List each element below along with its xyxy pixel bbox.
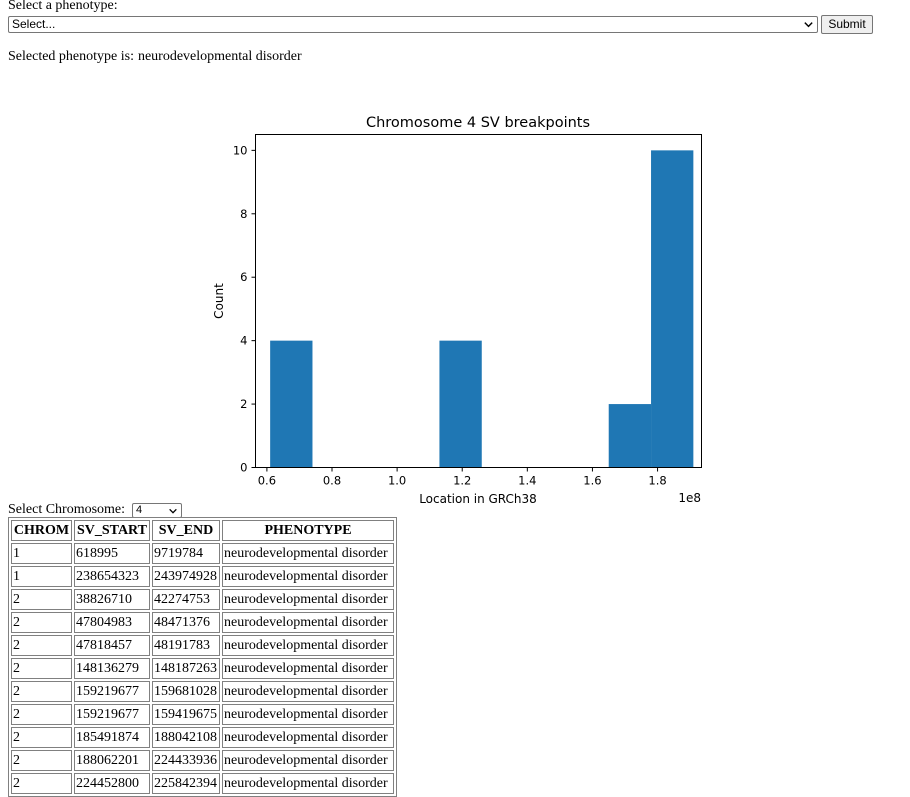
phenotype-select-value: Select... [12, 17, 56, 31]
y-axis-label: Count [212, 283, 226, 319]
histogram-bar [651, 150, 694, 468]
y-tick-label: 2 [240, 397, 247, 411]
table-row: 1 618995 9719784 neurodevelopmental diso… [11, 543, 394, 564]
histogram-bar [270, 340, 313, 468]
table-row: 2 47818457 48191783 neurodevelopmental d… [11, 635, 394, 656]
x-axis-label: Location in GRCh38 [419, 492, 537, 506]
histogram-bar [608, 404, 652, 468]
cell-phenotype: neurodevelopmental disorder [222, 589, 394, 610]
table-row: 2 159219677 159681028 neurodevelopmental… [11, 681, 394, 702]
cell-phenotype: neurodevelopmental disorder [222, 704, 394, 725]
cell-sv-end: 148187263 [152, 658, 220, 679]
submit-button[interactable]: Submit [821, 15, 873, 34]
cell-phenotype: neurodevelopmental disorder [222, 750, 394, 771]
cell-chrom: 2 [11, 727, 72, 748]
cell-sv-start: 38826710 [74, 589, 150, 610]
cell-phenotype: neurodevelopmental disorder [222, 612, 394, 633]
cell-chrom: 2 [11, 635, 72, 656]
table-header-row: CHROM SV_START SV_END PHENOTYPE [11, 520, 394, 541]
cell-sv-start: 47818457 [74, 635, 150, 656]
x-tick-label: 1.8 [648, 474, 666, 488]
table-row: 2 188062201 224433936 neurodevelopmental… [11, 750, 394, 771]
selected-phenotype-value: neurodevelopmental disorder [137, 49, 302, 64]
cell-sv-end: 188042108 [152, 727, 220, 748]
cell-sv-end: 224433936 [152, 750, 220, 771]
cell-sv-end: 42274753 [152, 589, 220, 610]
cell-sv-start: 224452800 [74, 773, 150, 794]
cell-sv-start: 188062201 [74, 750, 150, 771]
table-row: 2 159219677 159419675 neurodevelopmental… [11, 704, 394, 725]
chromosome-select-value: 4 [136, 504, 143, 516]
cell-chrom: 2 [11, 612, 72, 633]
cell-chrom: 2 [11, 681, 72, 702]
x-tick-label: 1.0 [388, 474, 406, 488]
cell-sv-end: 9719784 [152, 543, 220, 564]
cell-phenotype: neurodevelopmental disorder [222, 773, 394, 794]
cell-sv-end: 159681028 [152, 681, 220, 702]
y-tick-label: 4 [240, 334, 247, 348]
x-tick-label: 0.6 [258, 474, 276, 488]
cell-phenotype: neurodevelopmental disorder [222, 681, 394, 702]
cell-sv-start: 159219677 [74, 704, 150, 725]
x-tick-label: 1.2 [453, 474, 471, 488]
chevron-down-icon [169, 508, 177, 514]
cell-chrom: 2 [11, 750, 72, 771]
cell-sv-start: 148136279 [74, 658, 150, 679]
header-sv-end: SV_END [152, 520, 220, 541]
cell-chrom: 1 [11, 543, 72, 564]
phenotype-select[interactable]: Select... [8, 16, 818, 33]
table-row: 2 185491874 188042108 neurodevelopmental… [11, 727, 394, 748]
x-tick-label: 1.4 [518, 474, 536, 488]
header-sv-start: SV_START [74, 520, 150, 541]
ticks-layer: 0.6 0.8 1.0 1.2 1.4 1.6 1.8 0 2 4 6 8 10 [233, 143, 667, 487]
cell-sv-start: 185491874 [74, 727, 150, 748]
cell-phenotype: neurodevelopmental disorder [222, 543, 394, 564]
chromosome-select[interactable]: 4 [132, 503, 182, 518]
cell-sv-end: 243974928 [152, 566, 220, 587]
cell-sv-start: 47804983 [74, 612, 150, 633]
table-row: 2 47804983 48471376 neurodevelopmental d… [11, 612, 394, 633]
cell-phenotype: neurodevelopmental disorder [222, 635, 394, 656]
cell-phenotype: neurodevelopmental disorder [222, 658, 394, 679]
cell-chrom: 2 [11, 704, 72, 725]
chevron-down-icon [804, 22, 813, 28]
table-row: 2 148136279 148187263 neurodevelopmental… [11, 658, 394, 679]
chart-title: Chromosome 4 SV breakpoints [366, 115, 590, 131]
cell-sv-end: 48471376 [152, 612, 220, 633]
plot-frame [255, 134, 702, 468]
y-tick-label: 6 [240, 270, 247, 284]
cell-chrom: 2 [11, 658, 72, 679]
selected-phenotype-prefix: Selected phenotype is: [8, 49, 134, 64]
cell-sv-end: 48191783 [152, 635, 220, 656]
histogram-bar [439, 340, 482, 468]
cell-sv-end: 225842394 [152, 773, 220, 794]
histogram-chart: Chromosome 4 SV breakpoints 0.6 0.8 1.0 1.2… [205, 108, 715, 508]
x-offset-label: 1e8 [678, 491, 701, 505]
y-tick-label: 8 [240, 207, 247, 221]
cell-sv-end: 159419675 [152, 704, 220, 725]
phenotype-label: Select a phenotype: [8, 0, 118, 13]
cell-sv-start: 618995 [74, 543, 150, 564]
cell-chrom: 2 [11, 589, 72, 610]
header-phenotype: PHENOTYPE [222, 520, 394, 541]
cell-chrom: 1 [11, 566, 72, 587]
cell-sv-start: 238654323 [74, 566, 150, 587]
cell-phenotype: neurodevelopmental disorder [222, 727, 394, 748]
y-tick-label: 0 [240, 461, 247, 475]
cell-sv-start: 159219677 [74, 681, 150, 702]
table-row: 2 38826710 42274753 neurodevelopmental d… [11, 589, 394, 610]
bars-layer [270, 150, 694, 468]
histogram-svg: Chromosome 4 SV breakpoints 0.6 0.8 1.0 1.2… [212, 115, 702, 506]
x-tick-label: 0.8 [323, 474, 341, 488]
sv-table: CHROM SV_START SV_END PHENOTYPE 1 618995… [8, 517, 397, 797]
y-tick-label: 10 [233, 143, 248, 157]
chromosome-label: Select Chromosome: [8, 502, 126, 517]
table-row: 1 238654323 243974928 neurodevelopmental… [11, 566, 394, 587]
selected-phenotype-text: Selected phenotype is: neurodevelopmental… [8, 49, 302, 65]
x-tick-label: 1.6 [583, 474, 601, 488]
header-chrom: CHROM [11, 520, 72, 541]
cell-phenotype: neurodevelopmental disorder [222, 566, 394, 587]
cell-chrom: 2 [11, 773, 72, 794]
table-row: 2 224452800 225842394 neurodevelopmental… [11, 773, 394, 794]
